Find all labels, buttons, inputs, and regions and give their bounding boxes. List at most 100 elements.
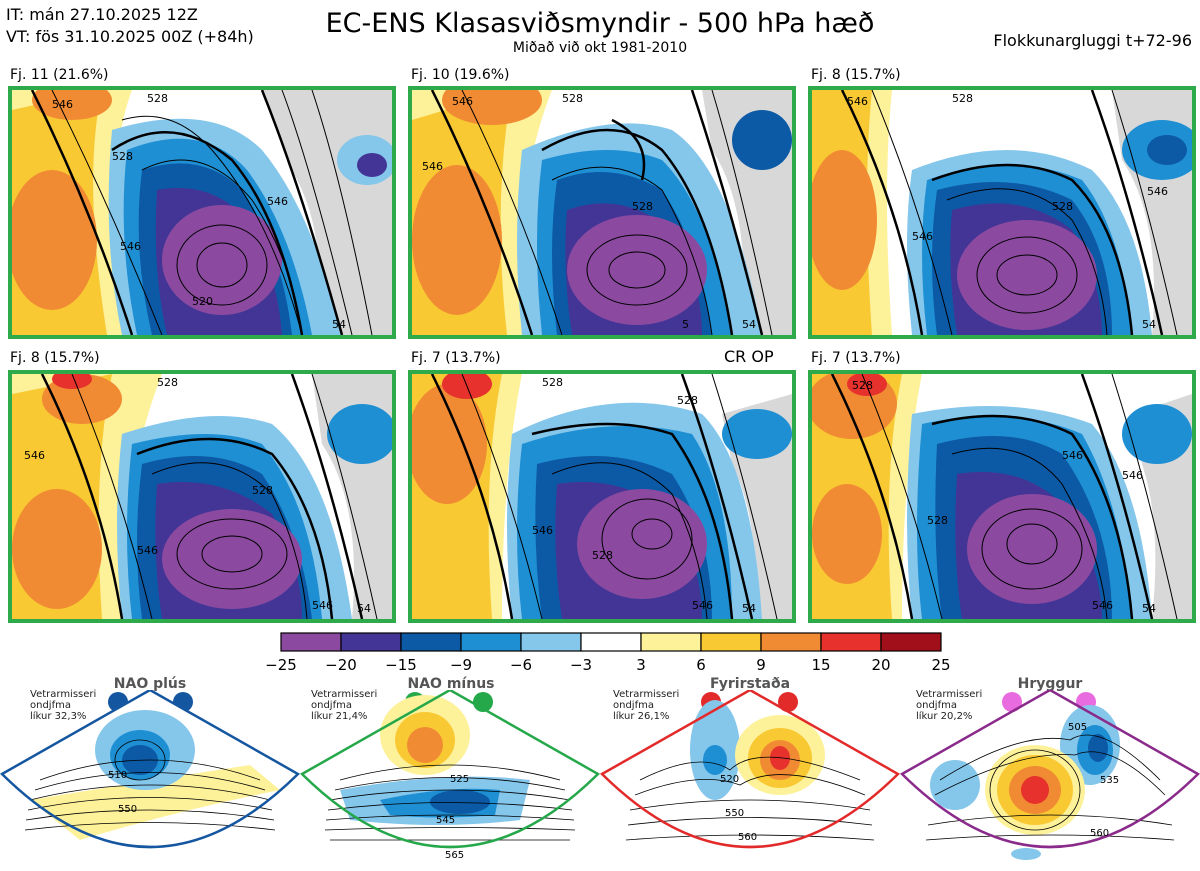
colorbar-tick-label: −15 bbox=[385, 656, 417, 674]
cluster-map-3: 546 528 546 528 546 54 bbox=[808, 86, 1196, 339]
colorbar-segment bbox=[280, 632, 342, 652]
contour-label: 546 bbox=[912, 230, 933, 243]
cluster-map-4: 546 528 528 546 546 54 bbox=[8, 370, 396, 623]
contour-label: 550 bbox=[118, 804, 137, 815]
colorbar-segment bbox=[340, 632, 402, 652]
panel-label-1: Fj. 11 (21.6%) bbox=[10, 67, 109, 83]
note-line: Vetrarmisseri bbox=[30, 689, 97, 700]
contour-label: 54 bbox=[742, 318, 756, 331]
note-line: Vetrarmisseri bbox=[916, 689, 983, 700]
colorbar-tick-label: −25 bbox=[265, 656, 297, 674]
regime-note-ridge: Vetrarmisseri ondjfma líkur 20,2% bbox=[916, 689, 982, 722]
contour-label: 528 bbox=[112, 150, 133, 163]
contour-label: 546 bbox=[312, 599, 333, 612]
note-line: líkur 26,1% bbox=[613, 711, 670, 722]
contour-label: 546 bbox=[24, 449, 45, 462]
contour-label: 546 bbox=[532, 524, 553, 537]
regime-map-nao-plus: 510 550 bbox=[0, 690, 300, 868]
regime-map-nao-minus: 525 545 565 bbox=[300, 690, 600, 861]
colorbar-tick-label: 20 bbox=[871, 656, 891, 674]
colorbar-segment bbox=[460, 632, 522, 652]
colorbar-segment bbox=[880, 632, 942, 652]
note-line: Vetrarmisseri bbox=[311, 689, 378, 700]
contour-label: 510 bbox=[108, 770, 127, 781]
contour-label: 546 bbox=[137, 544, 158, 557]
contour-label: 528 bbox=[157, 376, 178, 389]
cluster-map-6: 528 546 528 546 546 54 bbox=[808, 370, 1196, 623]
contour-label: 54 bbox=[1142, 602, 1156, 615]
contour-label: 546 bbox=[422, 160, 443, 173]
note-line: ondjfma bbox=[613, 700, 654, 711]
contour-label: 528 bbox=[852, 379, 873, 392]
colorbar-segment bbox=[580, 632, 642, 652]
note-line: líkur 21,4% bbox=[311, 711, 368, 722]
colorbar-tick-label: 25 bbox=[931, 656, 951, 674]
colorbar-tick-label: −9 bbox=[449, 656, 473, 674]
contour-label: 545 bbox=[436, 815, 455, 826]
colorbar-tick-label: 3 bbox=[636, 656, 646, 674]
colorbar-tick-label: 15 bbox=[811, 656, 831, 674]
contour-label: 54 bbox=[742, 602, 756, 615]
contour-label: 505 bbox=[1068, 722, 1087, 733]
classification-window: Flokkunargluggi t+72-96 bbox=[993, 31, 1192, 50]
colorbar-tick-label: −6 bbox=[509, 656, 533, 674]
note-line: ondjfma bbox=[916, 700, 957, 711]
colorbar-segment bbox=[700, 632, 762, 652]
regime-title-nao-plus: NAO plús bbox=[113, 676, 187, 692]
contour-label: 520 bbox=[192, 295, 213, 308]
regime-title-blocking: Fyrirstaða bbox=[709, 676, 791, 692]
regime-title-nao-minus: NAO mínus bbox=[407, 676, 495, 692]
contour-label: 546 bbox=[52, 98, 73, 111]
colorbar-tick-label: −20 bbox=[325, 656, 357, 674]
contour-label: 546 bbox=[692, 599, 713, 612]
contour-label: 528 bbox=[252, 484, 273, 497]
page-subtitle: Miðað við okt 1981-2010 bbox=[512, 40, 688, 56]
contour-label: 54 bbox=[357, 602, 371, 615]
cluster-map-5: 528 528 546 528 546 54 bbox=[408, 370, 796, 623]
contour-label: 546 bbox=[1062, 449, 1083, 462]
note-line: líkur 32,3% bbox=[30, 711, 87, 722]
colorbar-segment bbox=[400, 632, 462, 652]
valid-time: VT: fös 31.10.2025 00Z (+84h) bbox=[6, 27, 254, 46]
contour-label: 528 bbox=[1052, 200, 1073, 213]
contour-label: 560 bbox=[1090, 828, 1109, 839]
colorbar-segment bbox=[760, 632, 822, 652]
blocking-dot-2 bbox=[778, 692, 798, 712]
header-times: IT: mán 27.10.2025 12Z VT: fös 31.10.202… bbox=[6, 4, 254, 48]
anomaly-colorbar bbox=[279, 631, 943, 657]
cr-op-label: CR OP bbox=[724, 347, 774, 366]
regime-title-ridge: Hryggur bbox=[1017, 676, 1083, 692]
contour-label: 535 bbox=[1100, 775, 1119, 786]
contour-label: 546 bbox=[1092, 599, 1113, 612]
colorbar-tick-label: −3 bbox=[569, 656, 593, 674]
colorbar-tick-label: 9 bbox=[756, 656, 766, 674]
note-line: Vetrarmisseri bbox=[613, 689, 680, 700]
panel-label-4: Fj. 8 (15.7%) bbox=[10, 350, 100, 366]
contour-label: 528 bbox=[562, 92, 583, 105]
contour-label: 546 bbox=[267, 195, 288, 208]
note-line: ondjfma bbox=[311, 700, 352, 711]
contour-label: 546 bbox=[1122, 469, 1143, 482]
contour-label: 5 bbox=[682, 318, 689, 331]
contour-label: 546 bbox=[1147, 185, 1168, 198]
panel-label-6: Fj. 7 (13.7%) bbox=[811, 350, 901, 366]
contour-label: 528 bbox=[542, 376, 563, 389]
contour-label: 528 bbox=[927, 514, 948, 527]
init-time: IT: mán 27.10.2025 12Z bbox=[6, 5, 198, 24]
regime-map-blocking: 520 550 560 bbox=[600, 690, 900, 849]
colorbar-tick-label: 6 bbox=[696, 656, 706, 674]
cluster-map-2: 546 528 528 546 5 54 bbox=[408, 86, 796, 339]
panel-label-3: Fj. 8 (15.7%) bbox=[811, 67, 901, 83]
contour-label: 546 bbox=[847, 95, 868, 108]
regime-map-ridge: 505 535 560 bbox=[900, 690, 1200, 860]
contour-label: 528 bbox=[632, 200, 653, 213]
ridge-dot-1 bbox=[1002, 692, 1022, 712]
page-title: EC-ENS Klasasviðsmyndir - 500 hPa hæð bbox=[325, 8, 875, 39]
regime-note-nao-plus: Vetrarmisseri ondjfma líkur 32,3% bbox=[30, 689, 96, 722]
contour-label: 528 bbox=[677, 394, 698, 407]
contour-label: 520 bbox=[720, 774, 739, 785]
contour-label: 546 bbox=[452, 95, 473, 108]
contour-label: 525 bbox=[450, 774, 469, 785]
cluster-map-1: 546 528 528 546 520 546 54 bbox=[8, 86, 396, 339]
panel-label-2: Fj. 10 (19.6%) bbox=[411, 67, 510, 83]
